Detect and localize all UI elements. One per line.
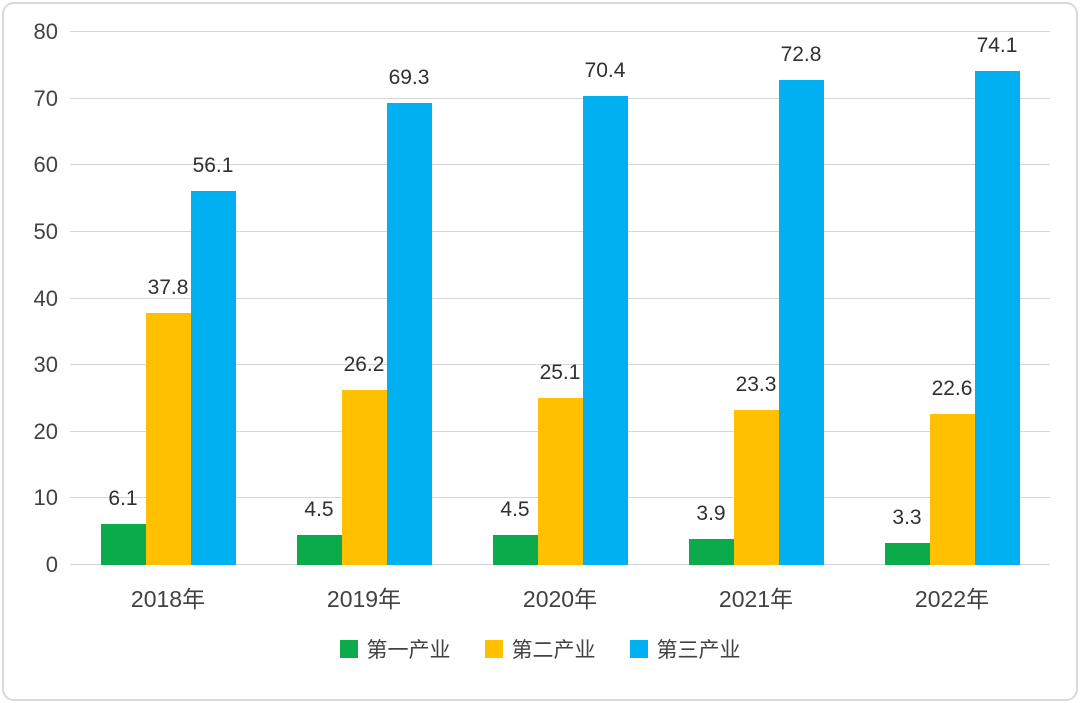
bar-cell: 3.3 [884,505,930,565]
bar-第一产业 [100,524,146,565]
bar-cell: 69.3 [386,66,432,565]
bar-第一产业 [296,535,342,565]
bar-group-2021年: 3.9 23.3 72.8 [658,32,854,565]
bar-cell: 4.5 [492,497,538,565]
bar-第二产业 [929,414,975,565]
bar-第二产业 [733,409,779,565]
legend-label: 第一产业 [366,639,451,662]
data-label: 4.5 [500,497,530,521]
legend-item-第二产业: 第二产业 [484,634,596,664]
y-tick-label: 80 [33,19,58,44]
legend-label: 第二产业 [511,639,596,662]
bar-cell: 37.8 [145,276,191,565]
bar-第一产业 [688,539,734,565]
y-tick-label: 0 [45,552,58,577]
data-label: 56.1 [192,154,234,178]
data-label: 72.8 [780,42,822,66]
data-label: 22.6 [931,377,973,401]
bar-group-2022年: 3.3 22.6 74.1 [854,32,1050,565]
data-label: 6.1 [108,487,138,511]
x-tick-label: 2021年 [718,586,794,612]
bar-group-2020年: 4.5 25.1 70.4 [462,32,658,565]
x-tick-label: 2020年 [522,586,598,612]
gridline-70 [70,97,1050,99]
bar-cell: 6.1 [100,487,146,565]
bar-cell: 3.9 [688,501,734,565]
data-label: 69.3 [388,66,430,90]
data-label: 3.9 [696,501,726,525]
bar-cell: 22.6 [929,377,975,565]
gridline-50 [70,230,1050,232]
data-label: 70.4 [584,58,626,82]
gridline-30 [70,364,1050,366]
data-label: 74.1 [976,34,1018,58]
bar-第三产业 [386,103,432,565]
y-tick-label: 50 [33,218,58,244]
gridline-40 [70,297,1050,299]
y-tick-label: 10 [33,485,58,511]
y-tick-label: 40 [33,285,58,311]
bar-第二产业 [537,397,583,565]
bar-第二产业 [145,313,191,565]
bar-cell: 56.1 [190,154,236,565]
bar-cell: 70.4 [582,58,628,565]
x-tick-label: 2018年 [130,586,206,612]
bar-cell: 4.5 [296,497,342,565]
bar-group-2019年: 4.5 26.2 69.3 [266,32,462,565]
legend-swatch-icon [339,640,358,658]
legend-item-第三产业: 第三产业 [629,634,741,664]
y-tick-label: 20 [33,418,58,444]
data-label: 3.3 [892,505,922,529]
bar-第三产业 [778,79,824,565]
bar-第二产业 [341,390,387,565]
y-tick-label: 70 [33,85,58,111]
legend: 第一产业 第二产业 第三产业 [0,634,1080,664]
gridline-60 [70,164,1050,166]
gridline-80 [70,31,1050,32]
data-label: 26.2 [343,353,385,377]
bar-cell: 26.2 [341,353,387,565]
bar-group-2018年: 6.1 37.8 56.1 [70,32,266,565]
bar-cell: 23.3 [733,372,779,565]
bar-cell: 25.1 [537,360,583,565]
bar-groups: 6.1 37.8 56.1 4.5 26.2 69.3 4.5 25.1 70.4 3.9 23.3… [70,32,1050,565]
x-tick-label: 2022年 [914,586,990,612]
bar-第一产业 [884,543,930,565]
bar-cell: 74.1 [974,34,1020,565]
legend-item-第一产业: 第一产业 [339,634,451,664]
bar-第一产业 [492,535,538,565]
x-tick-label: 2019年 [326,586,402,612]
legend-label: 第三产业 [656,639,741,662]
bar-第三产业 [974,71,1020,565]
y-tick-label: 30 [33,352,58,378]
legend-swatch-icon [484,640,503,658]
legend-swatch-icon [629,640,648,658]
x-axis: 2018年 2019年 2020年 2021年 2022年 [70,580,1050,614]
y-axis: 0 10 20 30 40 50 60 70 80 [14,21,58,576]
y-tick-label: 60 [33,152,58,178]
bar-第三产业 [582,95,628,565]
bar-第三产业 [190,191,236,565]
bar-cell: 72.8 [778,42,824,565]
data-label: 23.3 [735,372,777,396]
data-label: 4.5 [304,497,334,521]
data-label: 25.1 [539,360,581,384]
data-label: 37.8 [147,276,189,300]
